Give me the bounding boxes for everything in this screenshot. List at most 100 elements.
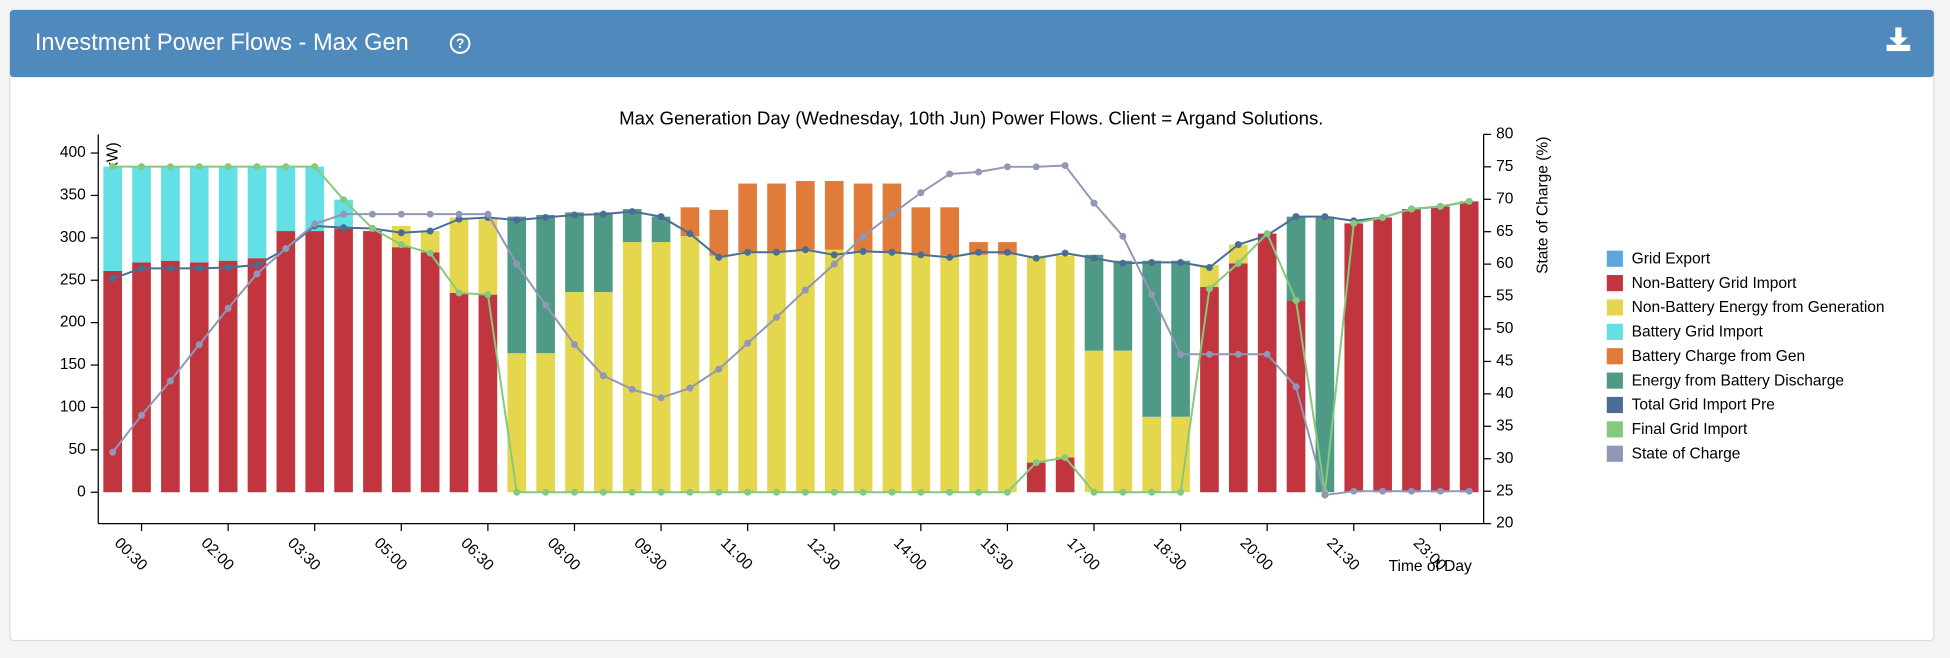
line-point (686, 384, 694, 392)
svg-text:?: ? (456, 36, 464, 51)
bar-segment (565, 292, 584, 493)
line-point (801, 488, 809, 496)
bar-segment (680, 236, 700, 493)
bar-segment (1026, 255, 1046, 463)
legend-label: Non-Battery Grid Import (1632, 275, 1798, 292)
line-point (1292, 383, 1300, 391)
line-point (1436, 487, 1444, 495)
bar-segment (334, 228, 353, 493)
bar-segment (767, 252, 786, 493)
line-point (1032, 163, 1040, 171)
bar-segment (738, 183, 757, 253)
line-point (1061, 453, 1069, 461)
line-point (138, 163, 146, 171)
line-point (1408, 205, 1415, 213)
line-point (1436, 202, 1444, 210)
bar-segment (940, 255, 960, 493)
bar-segment (1286, 216, 1306, 301)
y-tick-label: 0 (77, 483, 86, 500)
line-point (1090, 488, 1098, 496)
line-point (975, 248, 983, 256)
line-point (599, 488, 607, 496)
line-point (1119, 488, 1127, 496)
line-point (1205, 285, 1213, 293)
bar-segment (449, 217, 469, 293)
line-point (628, 385, 636, 393)
bar-segment (391, 247, 411, 493)
bar-segment (680, 207, 700, 237)
legend-label: Final Grid Import (1632, 421, 1748, 438)
y2-tick-label: 40 (1496, 385, 1514, 402)
download-button[interactable] (1886, 27, 1911, 52)
y-tick-label: 400 (60, 144, 86, 161)
line-point (570, 211, 578, 219)
line-point (1003, 163, 1011, 171)
line-point (1003, 248, 1011, 256)
line-point (224, 163, 232, 171)
line-point (1119, 232, 1127, 240)
y2-tick-label: 75 (1496, 158, 1513, 175)
legend-swatch (1606, 445, 1623, 462)
help-icon[interactable]: ? (449, 33, 471, 54)
line-point (513, 488, 521, 496)
line-point (542, 488, 550, 496)
bar-segment (507, 353, 527, 493)
line-point (484, 210, 492, 218)
line-point (830, 488, 838, 496)
line-point (426, 227, 434, 235)
bar-segment (507, 216, 527, 354)
line-point (830, 260, 838, 268)
chart-title: Max Generation Day (Wednesday, 10th Jun)… (619, 107, 1323, 128)
line-point (628, 208, 636, 216)
line-point (1465, 197, 1473, 205)
line-point (599, 210, 607, 218)
line-point (1234, 259, 1242, 267)
bar-segment (247, 258, 267, 493)
line-point (513, 216, 521, 224)
bar-segment (1171, 260, 1190, 417)
bar-segment (189, 262, 209, 493)
line-point (1032, 459, 1040, 467)
line-point (1061, 162, 1069, 169)
bar-segment (1402, 209, 1421, 493)
line-point (715, 253, 723, 261)
line-point (1350, 219, 1358, 227)
bar-segment (594, 212, 613, 293)
y2-tick-label: 20 (1496, 515, 1514, 532)
y-tick-label: 200 (60, 314, 86, 331)
y-tick-label: 100 (60, 399, 86, 416)
bar-segment (940, 207, 960, 256)
line-point (282, 245, 290, 253)
bar-segment (651, 216, 671, 243)
y2-tick-label: 65 (1496, 223, 1513, 240)
bar-segment (161, 260, 180, 493)
y2-tick-label: 25 (1496, 482, 1513, 499)
legend-label: Non-Battery Energy from Generation (1632, 299, 1885, 316)
line-point (397, 241, 405, 249)
legend-swatch (1606, 323, 1623, 340)
line-point (195, 163, 203, 171)
line-point (542, 301, 550, 309)
line-point (1061, 249, 1069, 257)
line-point (166, 377, 174, 385)
line-point (1205, 264, 1213, 271)
line (112, 200, 1470, 280)
bar-segment (853, 183, 873, 253)
bar-segment (305, 166, 325, 232)
legend-swatch (1606, 275, 1623, 292)
bar-segment (1113, 350, 1133, 493)
bar-segment (305, 231, 325, 493)
line-point (628, 488, 636, 496)
bar-segment (276, 166, 296, 232)
line-point (426, 249, 434, 257)
y-tick-label: 250 (60, 271, 86, 288)
line-point (917, 189, 925, 197)
line-point (1263, 230, 1271, 238)
y2-tick-label: 70 (1496, 190, 1514, 207)
legend-label: Energy from Battery Discharge (1632, 372, 1844, 389)
legend-label: Grid Export (1632, 250, 1711, 267)
bar-segment (1055, 255, 1075, 458)
bar-segment (189, 166, 209, 263)
line-point (224, 264, 232, 271)
